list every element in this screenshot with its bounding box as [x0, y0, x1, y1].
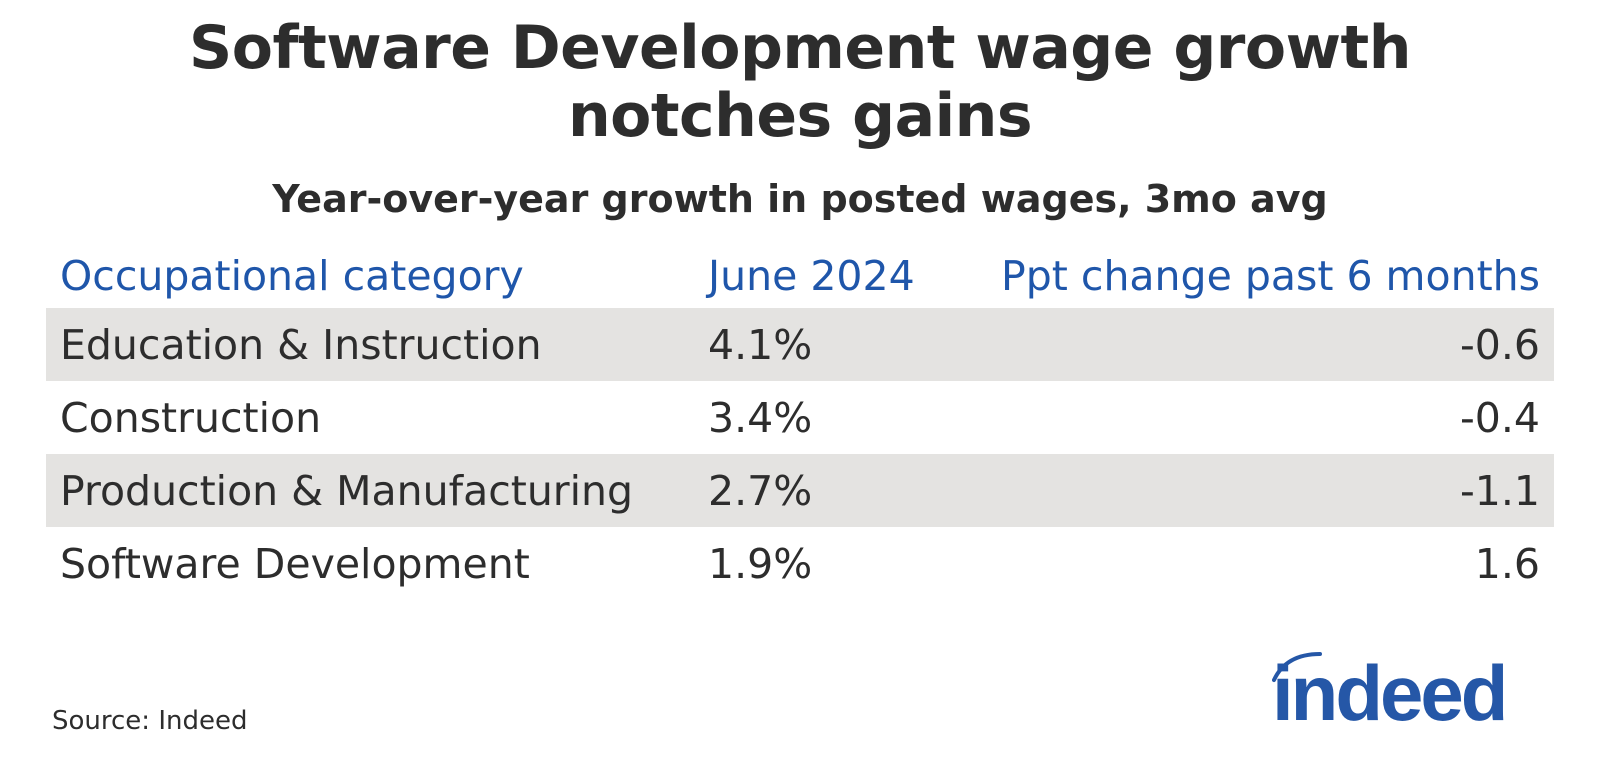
- cell-category: Education & Instruction: [60, 320, 542, 369]
- cell-june-2024: 2.7%: [708, 466, 813, 515]
- header-ppt-change: Ppt change past 6 months: [1001, 252, 1540, 300]
- cell-category: Software Development: [60, 539, 530, 588]
- cell-ppt-change: -0.4: [1460, 393, 1540, 442]
- chart-title-line-1: Software Development wage growth: [189, 13, 1411, 83]
- chart-title: Software Development wage growth notches…: [0, 14, 1600, 150]
- cell-category: Construction: [60, 393, 322, 442]
- cell-ppt-change: -0.6: [1460, 320, 1540, 369]
- cell-ppt-change: 1.6: [1474, 539, 1540, 588]
- table-row: Software Development 1.9% 1.6: [46, 527, 1554, 600]
- chart-title-line-2: notches gains: [567, 81, 1033, 151]
- cell-june-2024: 3.4%: [708, 393, 813, 442]
- table-row: Production & Manufacturing 2.7% -1.1: [46, 454, 1554, 527]
- header-june-2024: June 2024: [708, 252, 915, 300]
- cell-june-2024: 4.1%: [708, 320, 813, 369]
- header-occupational-category: Occupational category: [60, 252, 524, 300]
- cell-june-2024: 1.9%: [708, 539, 813, 588]
- wage-growth-table: Occupational category June 2024 Ppt chan…: [46, 244, 1554, 600]
- chart-subtitle: Year-over-year growth in posted wages, 3…: [272, 177, 1328, 221]
- table-row: Construction 3.4% -0.4: [46, 381, 1554, 454]
- cell-category: Production & Manufacturing: [60, 466, 634, 515]
- indeed-logo-icon: indeed: [1272, 649, 1508, 737]
- table-header-row: Occupational category June 2024 Ppt chan…: [46, 244, 1554, 308]
- table-row: Education & Instruction 4.1% -0.6: [46, 308, 1554, 381]
- indeed-logo-text: indeed: [1272, 650, 1505, 730]
- source-note: Source: Indeed: [52, 706, 248, 736]
- indeed-logo: indeed: [1272, 649, 1552, 737]
- cell-ppt-change: -1.1: [1460, 466, 1540, 515]
